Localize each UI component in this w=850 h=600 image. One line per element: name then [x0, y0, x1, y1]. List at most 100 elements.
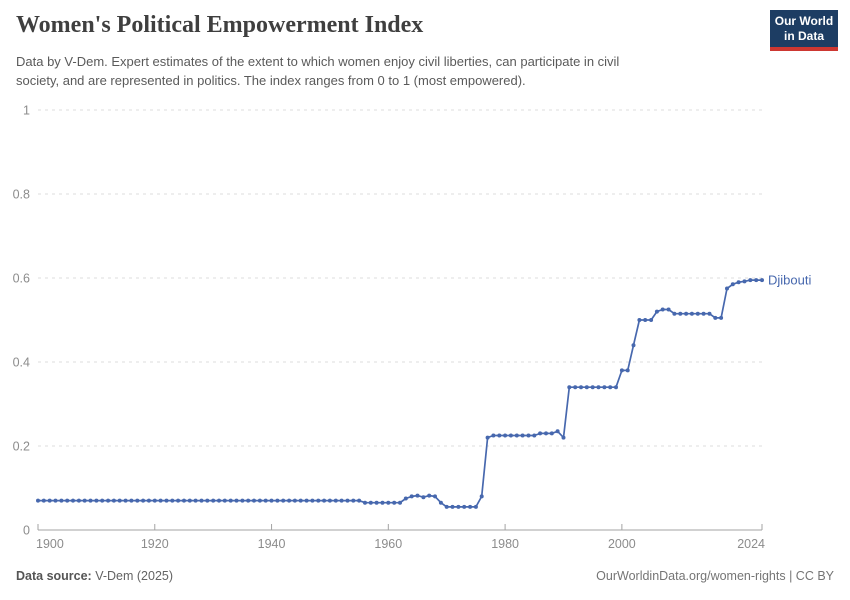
data-point	[730, 282, 735, 287]
data-point	[386, 500, 391, 505]
data-point	[649, 318, 654, 322]
data-point	[567, 385, 572, 390]
data-point	[351, 498, 356, 503]
data-point	[398, 500, 402, 505]
logo-line-2: in Data	[783, 29, 824, 43]
data-point	[608, 385, 613, 390]
data-point	[444, 504, 449, 509]
data-point	[643, 318, 648, 322]
data-point	[363, 500, 367, 505]
data-point	[111, 498, 116, 503]
data-point	[275, 498, 280, 503]
data-point	[217, 498, 221, 503]
subtitle-line-2: society, and are represented in politics…	[16, 73, 526, 88]
data-point	[579, 385, 583, 390]
data-point	[666, 307, 671, 312]
data-point	[327, 498, 332, 503]
data-point	[514, 433, 519, 438]
data-point	[485, 435, 490, 440]
data-point	[689, 311, 694, 316]
data-point	[614, 385, 618, 390]
y-tick-label: 0	[23, 524, 30, 538]
data-point	[129, 498, 134, 503]
data-point	[246, 498, 251, 503]
data-point	[532, 433, 537, 438]
data-point	[176, 498, 181, 503]
data-point	[281, 498, 286, 503]
data-point	[503, 433, 508, 438]
data-point	[41, 498, 46, 503]
data-point	[433, 494, 437, 499]
y-tick-label: 0.2	[13, 440, 30, 454]
data-source-label: Data source:	[16, 569, 92, 583]
data-point	[82, 498, 87, 503]
chart-title: Women's Political Empowerment Index	[16, 12, 424, 38]
y-tick-label: 0.4	[13, 356, 30, 370]
series-line	[37, 279, 763, 508]
data-point	[71, 498, 75, 503]
data-point	[415, 493, 420, 498]
data-point	[672, 311, 677, 316]
data-point	[736, 280, 741, 285]
data-source: Data source: V-Dem (2025)	[16, 569, 173, 583]
credit-link[interactable]: OurWorldinData.org/women-rights | CC BY	[596, 569, 834, 583]
y-tick-label: 0.6	[13, 272, 30, 286]
data-point	[713, 315, 718, 320]
data-point	[141, 498, 146, 503]
data-point	[678, 311, 683, 316]
data-point	[538, 431, 543, 436]
data-point	[88, 498, 93, 503]
x-tick-label: 1940	[258, 537, 286, 551]
subtitle-line-1: Data by V-Dem. Expert estimates of the e…	[16, 54, 620, 69]
data-point	[304, 498, 309, 503]
data-point	[374, 500, 379, 505]
x-tick-label: 1980	[491, 537, 519, 551]
data-point	[106, 498, 111, 503]
data-point	[625, 368, 630, 373]
data-point	[269, 498, 274, 503]
data-point	[456, 504, 461, 509]
data-point	[590, 385, 595, 390]
chart-subtitle: Data by V-Dem. Expert estimates of the e…	[16, 52, 619, 90]
data-point	[631, 343, 636, 348]
data-point	[701, 311, 706, 316]
data-point	[462, 504, 467, 509]
data-point	[479, 494, 484, 499]
data-point	[257, 498, 262, 503]
owid-logo: Our World in Data	[770, 10, 838, 51]
data-point	[392, 500, 397, 505]
data-point	[339, 498, 344, 503]
data-point	[263, 498, 268, 503]
data-point	[357, 498, 362, 503]
data-point	[100, 498, 105, 503]
data-point	[146, 498, 151, 503]
data-point	[152, 498, 157, 503]
data-point	[240, 498, 245, 503]
data-point	[619, 368, 624, 373]
series-label-djibouti[interactable]: Djibouti	[768, 273, 811, 288]
data-point	[345, 498, 350, 503]
data-point	[695, 311, 700, 316]
data-point	[544, 431, 548, 436]
data-point	[158, 498, 163, 503]
data-source-value: V-Dem (2025)	[95, 569, 174, 583]
data-point	[520, 433, 525, 438]
data-point	[549, 431, 554, 436]
x-tick-label: 1900	[36, 537, 64, 551]
data-point	[421, 495, 426, 500]
data-point	[654, 309, 659, 314]
data-point	[725, 286, 729, 291]
data-point	[707, 311, 712, 316]
data-point	[742, 279, 747, 284]
data-point	[292, 498, 297, 503]
data-point	[222, 498, 227, 503]
data-point	[182, 498, 186, 503]
data-point	[316, 498, 321, 503]
data-point	[199, 498, 204, 503]
data-point	[409, 494, 414, 499]
data-point	[584, 385, 589, 390]
data-point	[322, 498, 327, 503]
y-tick-label: 1	[23, 104, 30, 118]
data-point	[170, 498, 175, 503]
